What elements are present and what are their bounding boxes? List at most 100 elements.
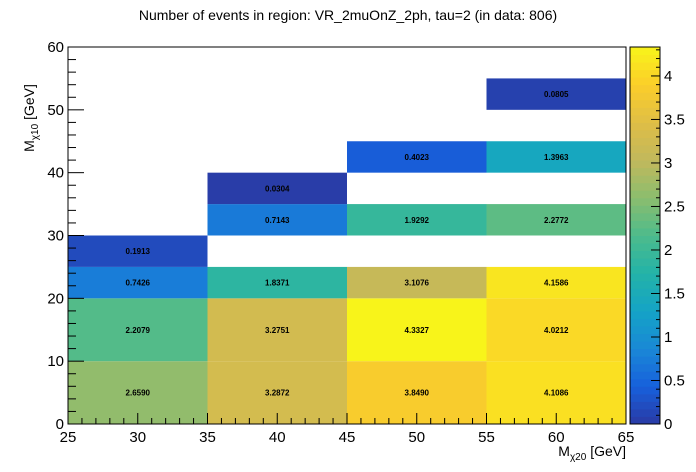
color-scale-band (630, 325, 660, 335)
heatmap-cell (207, 298, 347, 362)
cell-value-label: 2.6590 (126, 389, 151, 398)
y-tick-label: 60 (47, 39, 64, 56)
x-axis-label: Mχ20 [GeV] (558, 443, 626, 463)
color-scale-band (630, 137, 660, 146)
color-scale-band (630, 371, 660, 380)
heatmap-cell (207, 172, 347, 205)
color-scale-band (630, 182, 660, 191)
color-scale-band (630, 356, 660, 365)
color-scale-tick-label: 2 (664, 242, 672, 259)
color-scale-band (630, 62, 660, 71)
color-scale-band (630, 363, 660, 372)
color-scale-band (630, 227, 660, 236)
color-scale-band (630, 250, 660, 259)
color-scale-band (630, 310, 660, 319)
cell-value-label: 3.1076 (405, 279, 430, 288)
cell-value-labels: 2.6590 2.2079 0.7426 0.1913 3.2872 3.2751 1.83… (126, 90, 570, 397)
color-scale-band (630, 145, 660, 154)
heatmap-cell (68, 266, 208, 299)
cell-value-label: 4.3327 (405, 326, 430, 335)
cell-value-label: 0.4023 (405, 153, 430, 162)
color-scale-band (630, 416, 660, 425)
color-scale-tick-label: 4 (664, 68, 672, 85)
y-axis-label-main: M (21, 140, 37, 152)
color-scale-band (630, 303, 660, 312)
y-tick-label: 40 (47, 165, 64, 182)
color-scale-band (630, 280, 660, 289)
color-scale-frame (629, 46, 661, 425)
color-scale-band (630, 175, 660, 184)
x-axis: 25 30 35 40 45 50 55 60 65 (60, 413, 635, 446)
x-tick-label: 50 (408, 429, 425, 446)
cell-value-label: 4.0212 (544, 326, 569, 335)
cell-value-label: 2.2079 (126, 326, 151, 335)
cell-value-label: 1.9292 (405, 216, 430, 225)
y-tick-label: 0 (56, 416, 64, 433)
heatmap-cell (68, 298, 208, 362)
color-scale-band (630, 318, 660, 327)
color-scale-tick-label: 1 (664, 329, 672, 346)
color-scale-band (630, 378, 660, 387)
y-tick-label: 30 (47, 228, 64, 245)
heatmap-cell (347, 298, 487, 362)
color-scale-tick-label: 0.5 (664, 372, 685, 389)
x-tick-label: 60 (548, 429, 565, 446)
heatmap-cell (207, 266, 347, 299)
color-scale-tick-label: 2.5 (664, 198, 685, 215)
color-scale-band (630, 77, 660, 86)
heatmap-cells (68, 78, 626, 424)
color-scale-tick-label: 1.5 (664, 285, 685, 302)
color-scale-band (630, 197, 660, 206)
color-scale-band (630, 386, 660, 395)
color-scale-band (630, 401, 660, 410)
heatmap-cell (347, 141, 487, 173)
color-scale-band (630, 333, 660, 342)
color-scale-band (630, 220, 660, 229)
color-scale-band (630, 205, 660, 214)
color-scale-tick-label: 3.5 (664, 111, 685, 128)
cell-value-label: 0.0304 (265, 184, 290, 193)
color-scale-band (630, 69, 660, 78)
cell-value-label: 0.1913 (126, 247, 151, 256)
color-scale-band (630, 167, 660, 176)
color-scale-band (630, 258, 660, 267)
color-scale-band (630, 295, 660, 304)
y-tick-label: 20 (47, 290, 64, 307)
color-scale-band (630, 122, 660, 131)
cell-value-label: 1.3963 (544, 153, 569, 162)
color-scale-band (630, 160, 660, 169)
color-scale-band (630, 273, 660, 282)
color-scale-band (630, 243, 660, 252)
color-scale-tick-label: 3 (664, 155, 672, 172)
color-scale-band (630, 99, 660, 108)
chart-title: Number of events in region: VR_2muOnZ_2p… (139, 7, 557, 23)
heatmap-cell (68, 235, 208, 267)
cell-value-label: 3.8490 (405, 389, 430, 398)
x-tick-label: 45 (339, 429, 356, 446)
color-scale-band (630, 152, 660, 161)
x-tick-label: 65 (618, 429, 635, 446)
color-scale-band (630, 84, 660, 93)
y-axis-label-unit: [GeV] (21, 84, 37, 124)
color-scale-band (630, 190, 660, 199)
x-axis-label-sub: χ20 (570, 452, 587, 463)
cell-value-label: 3.2751 (265, 326, 290, 335)
cell-value-label: 4.1086 (544, 389, 569, 398)
heatmap-cell (486, 298, 626, 362)
x-tick-label: 40 (269, 429, 286, 446)
color-scale-band (630, 54, 660, 63)
x-axis-label-main: M (558, 443, 570, 459)
color-scale-tick-label: 0 (664, 416, 672, 433)
x-tick-label: 30 (129, 429, 146, 446)
y-axis: 0 10 20 30 40 50 60 (47, 39, 84, 433)
y-tick-label: 10 (47, 353, 64, 370)
heatmap-cell (486, 78, 626, 110)
cell-value-label: 2.2772 (544, 216, 569, 225)
cell-value-label: 0.7143 (265, 216, 290, 225)
color-scale: 0 0.5 1 1.5 2 2.5 3 3.5 4 (629, 46, 685, 433)
heatmap-cell (486, 141, 626, 173)
x-axis-label-unit: [GeV] (586, 443, 626, 459)
y-axis-label-sub: χ10 (30, 123, 41, 140)
color-scale-band (630, 212, 660, 221)
heatmap-cell (347, 204, 487, 236)
